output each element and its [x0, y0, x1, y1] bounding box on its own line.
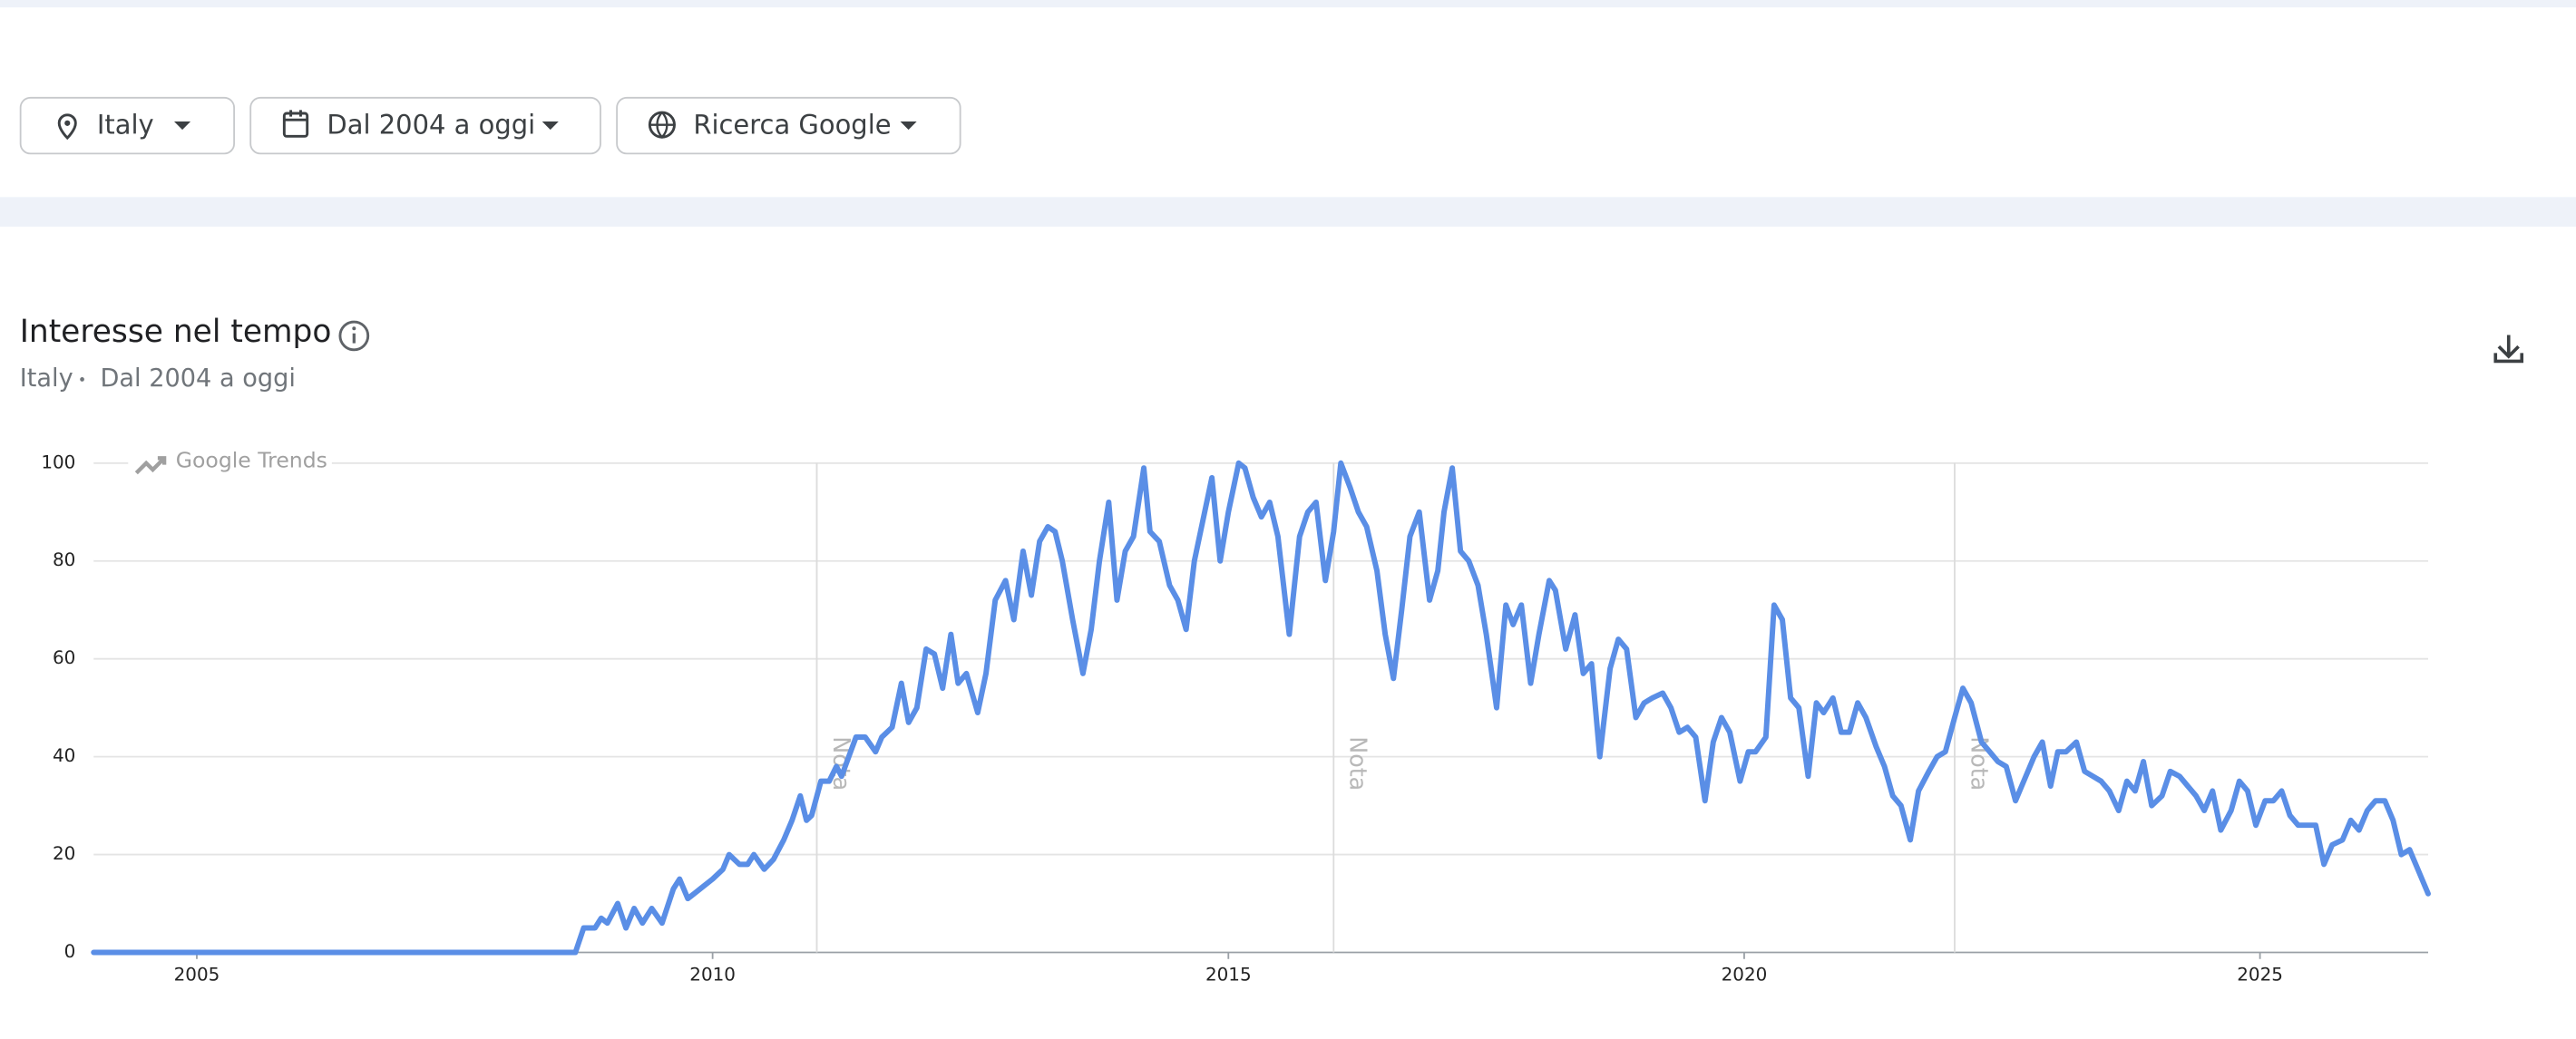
- pin-dot: [64, 120, 71, 126]
- y-tick-label: 20: [53, 843, 75, 864]
- y-tick-label: 40: [53, 745, 75, 766]
- separator-band: [0, 197, 2576, 227]
- location-filter[interactable]: Italy: [19, 96, 236, 155]
- x-tick-label: 2025: [2237, 964, 2283, 985]
- pin-icon: [57, 113, 77, 141]
- dropdown-arrow: [900, 121, 917, 131]
- y-tick-label: 0: [64, 941, 76, 962]
- info-circle: [338, 320, 370, 352]
- note-label: Nota: [1345, 736, 1372, 791]
- period-filter[interactable]: Dal 2004 a oggi: [249, 96, 601, 155]
- x-tick-label: 2005: [174, 964, 220, 985]
- y-tick-label: 100: [41, 452, 75, 472]
- info-dot: [352, 326, 356, 331]
- info-icon[interactable]: [338, 320, 370, 352]
- button-frame: [19, 96, 236, 155]
- watermark-text: Google Trends: [176, 447, 327, 472]
- watermark-icon: [134, 456, 167, 475]
- card-title: Interesse nel tempo: [20, 314, 332, 350]
- calendar-icon: [282, 112, 309, 138]
- x-tick-label: 2015: [1205, 964, 1252, 985]
- top-strip: [0, 0, 2576, 8]
- note-label: Nota: [1966, 736, 1993, 791]
- download-button[interactable]: [2493, 335, 2524, 364]
- button-label: Dal 2004 a oggi: [327, 109, 535, 140]
- property-filter[interactable]: Ricerca Google: [616, 96, 961, 155]
- y-tick-label: 60: [53, 647, 75, 668]
- y-tick-label: 80: [53, 549, 75, 570]
- x-tick-label: 2010: [689, 964, 736, 985]
- button-frame: [249, 96, 601, 155]
- subtitle-period: Dal 2004 a oggi: [100, 364, 295, 393]
- dropdown-arrow: [173, 121, 191, 131]
- x-tick-label: 2020: [1722, 964, 1768, 985]
- trend-line: [91, 460, 2431, 956]
- subtitle-separator: [80, 377, 84, 382]
- button-frame: [616, 96, 961, 155]
- download-icon: [2493, 335, 2524, 364]
- dropdown-arrow: [542, 121, 559, 131]
- globe-lines: [649, 112, 675, 139]
- watermark: Google Trends: [128, 446, 332, 477]
- calendar-lines: [284, 110, 307, 121]
- button-label: Italy: [97, 109, 154, 140]
- plot-area: 0 20 40 60 80 100 2005 2010 2015 2020 2025 Nota Nota…: [41, 446, 2431, 985]
- subtitle-location: Italy: [20, 364, 73, 393]
- button-label: Ricerca Google: [693, 109, 891, 140]
